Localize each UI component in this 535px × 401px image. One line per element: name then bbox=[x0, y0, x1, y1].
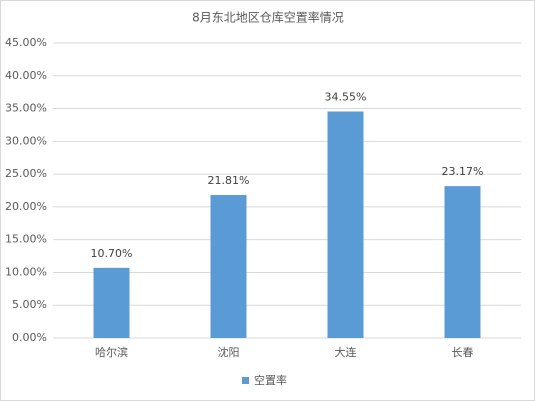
legend-label: 空置率 bbox=[254, 373, 287, 387]
y-tick-label: 30.00% bbox=[5, 134, 47, 147]
bar bbox=[327, 111, 364, 338]
y-tick-label: 20.00% bbox=[5, 200, 47, 213]
y-tick-label: 15.00% bbox=[5, 233, 47, 246]
bar bbox=[444, 186, 481, 338]
y-tick-label: 40.00% bbox=[5, 69, 47, 82]
data-label: 34.55% bbox=[325, 91, 367, 104]
x-tick-label: 大连 bbox=[335, 345, 357, 359]
y-tick-label: 5.00% bbox=[12, 298, 47, 311]
chart-title: 8月东北地区仓库空置率情况 bbox=[192, 10, 344, 25]
bar bbox=[210, 195, 247, 338]
x-tick-label: 哈尔滨 bbox=[95, 345, 128, 359]
bar bbox=[93, 267, 130, 338]
data-label: 23.17% bbox=[442, 165, 484, 178]
y-tick-label: 0.00% bbox=[12, 331, 47, 344]
y-tick-label: 25.00% bbox=[5, 167, 47, 180]
x-tick-label: 长春 bbox=[452, 346, 474, 359]
y-tick-label: 10.00% bbox=[5, 265, 47, 278]
y-tick-label: 35.00% bbox=[5, 102, 47, 115]
legend-swatch bbox=[242, 377, 249, 384]
y-tick-label: 45.00% bbox=[5, 36, 47, 49]
x-tick-label: 沈阳 bbox=[218, 345, 240, 359]
data-label: 10.70% bbox=[91, 247, 133, 260]
data-label: 21.81% bbox=[208, 174, 250, 187]
